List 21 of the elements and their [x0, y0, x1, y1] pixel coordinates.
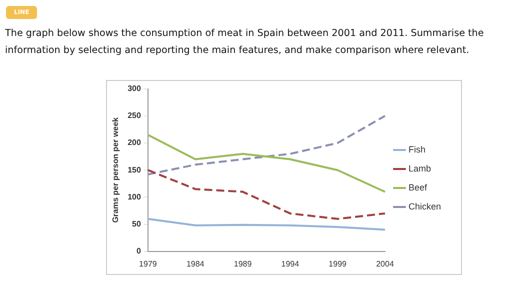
legend-label: Fish: [408, 144, 426, 154]
line-series: [146, 114, 386, 176]
x-tick-label: 1984: [186, 259, 205, 268]
y-tick-label: 150: [128, 165, 142, 174]
y-tick-label: 100: [128, 192, 142, 202]
x-tick-label: 1979: [139, 259, 158, 268]
x-tick-label: 2004: [376, 259, 394, 268]
x-tick-label: 1999: [328, 259, 348, 268]
y-axis-title: Grams per person per week: [111, 116, 120, 223]
y-tick-label: 250: [128, 111, 142, 120]
y-tick-label: 300: [128, 84, 142, 94]
chart-title: The graph below shows the consumption of meat in Spain between 2001 and 2011. Summarise the information by selecting and reporting the main features, and make comparison where relevant.: [5, 27, 485, 58]
line-series: [146, 169, 386, 220]
legend-label: Chicken: [408, 201, 441, 212]
x-tick-label: 1994: [281, 259, 300, 268]
legend-label: Beef: [408, 182, 428, 192]
y-tick-label: 50: [132, 220, 142, 229]
y-tick-label: 0: [136, 246, 142, 256]
x-tick-label: 1989: [234, 259, 252, 268]
y-tick-label: 200: [128, 138, 142, 148]
legend-label: Lamb: [408, 163, 431, 174]
